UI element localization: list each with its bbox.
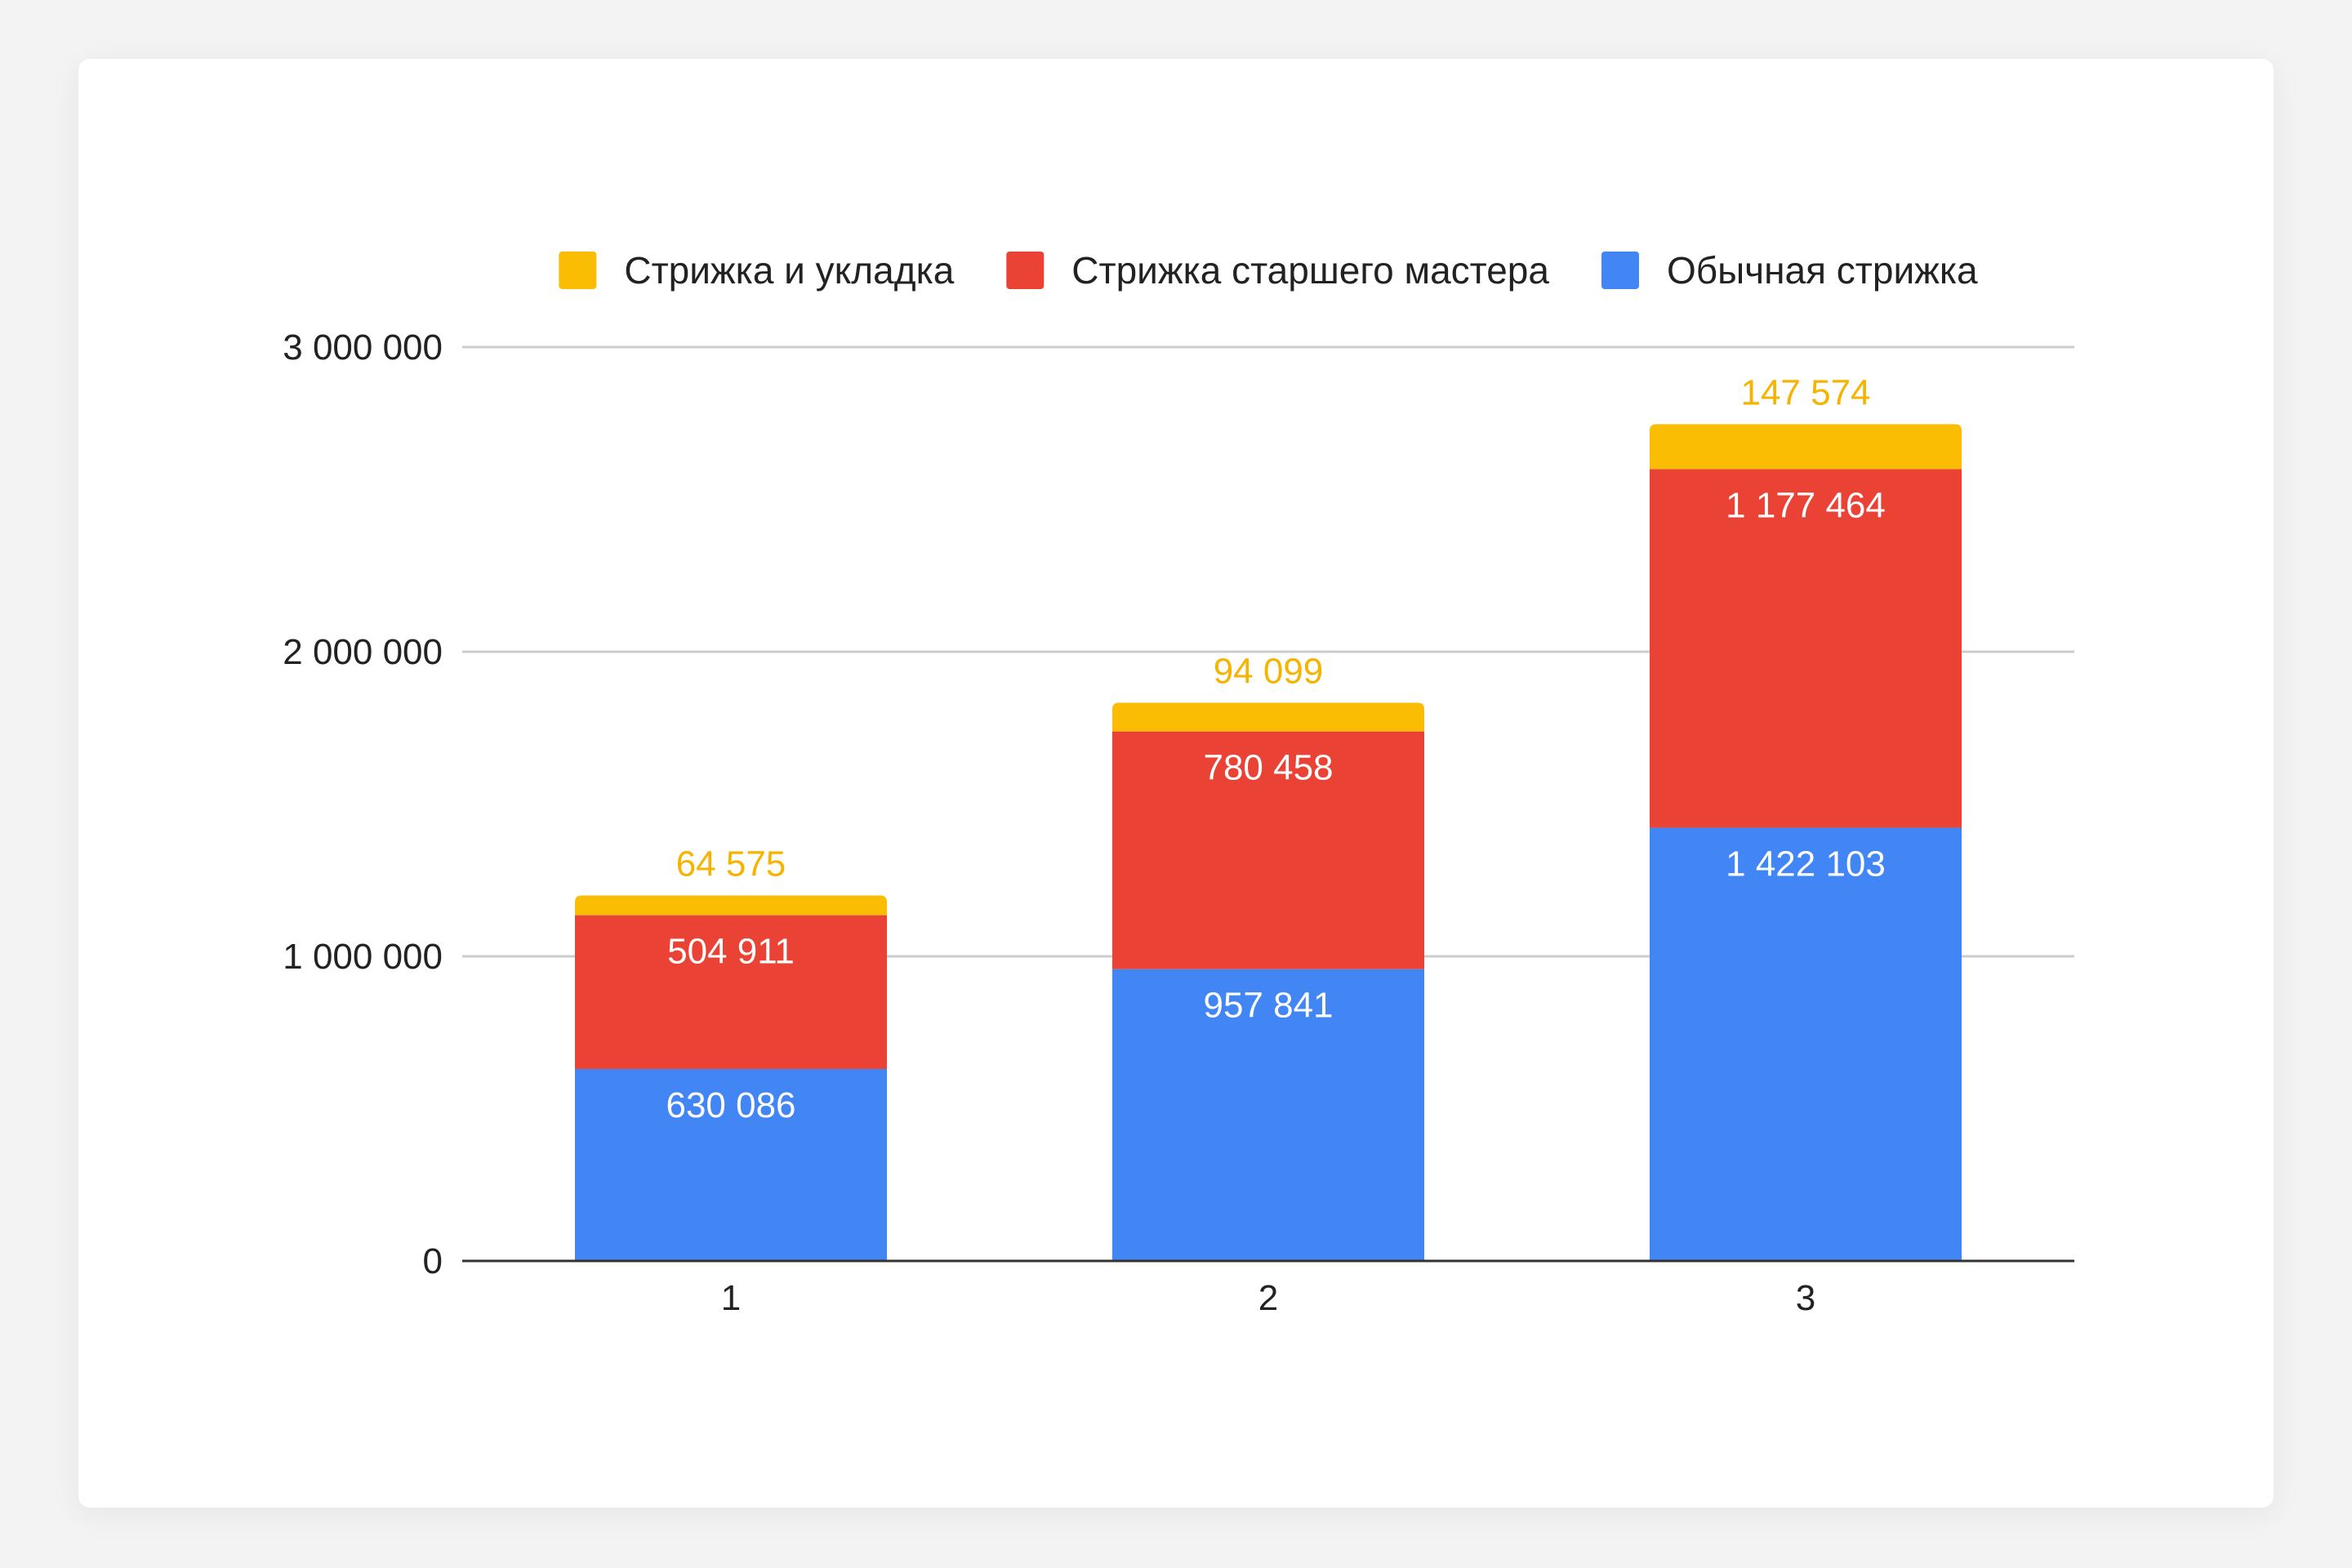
axes: 0 1 000 000 2 000 000 3 000 000 1 2 3 — [283, 327, 2074, 1318]
bar-segment-3-cat-1 — [575, 895, 887, 915]
bar-segment-1-cat-3 — [1650, 827, 1962, 1261]
y-tick-label: 0 — [423, 1241, 443, 1281]
data-label: 1 422 103 — [1726, 844, 1886, 884]
y-tick-label: 2 000 000 — [283, 632, 443, 672]
legend: Стрижка и укладка Стрижка старшего мастер… — [559, 249, 1978, 292]
data-label: 1 177 464 — [1726, 485, 1886, 525]
bar-segment-2-cat-2 — [1112, 731, 1424, 969]
data-label: 957 841 — [1203, 986, 1333, 1026]
bar-segment-3-cat-3 — [1650, 424, 1962, 470]
bar-segment-2-cat-3 — [1650, 469, 1962, 828]
x-tick-label: 2 — [1258, 1278, 1278, 1318]
bar-segment-1-cat-1 — [575, 1068, 887, 1261]
bar-segment-2-cat-1 — [575, 915, 887, 1069]
bar-segment-1-cat-2 — [1112, 969, 1424, 1261]
legend-label: Обычная стрижка — [1667, 249, 1978, 292]
stacked-bar-chart: 630 086 504 911 64 575 957 841 780 458 94 099… — [283, 249, 2074, 1318]
legend-label: Стрижка старшего мастера — [1071, 249, 1549, 292]
data-label: 64 575 — [676, 844, 786, 884]
data-label: 504 911 — [667, 932, 795, 972]
legend-label: Стрижка и укладка — [624, 249, 954, 292]
y-tick-label: 1 000 000 — [283, 937, 443, 977]
legend-swatch — [1006, 252, 1045, 289]
legend-swatch — [1601, 252, 1639, 289]
x-tick-label: 3 — [1796, 1278, 1815, 1318]
bars — [575, 424, 1962, 1261]
data-label: 94 099 — [1214, 652, 1324, 692]
chart-card: 630 086 504 911 64 575 957 841 780 458 94 099… — [78, 59, 2274, 1508]
data-label: 147 574 — [1740, 372, 1870, 412]
data-labels: 630 086 504 911 64 575 957 841 780 458 94 099… — [666, 372, 1885, 1125]
y-tick-label: 3 000 000 — [283, 327, 443, 368]
data-label: 630 086 — [666, 1085, 795, 1125]
legend-swatch — [559, 252, 597, 289]
x-tick-label: 1 — [721, 1278, 741, 1318]
data-label: 780 458 — [1203, 748, 1333, 788]
bar-segment-3-cat-2 — [1112, 702, 1424, 732]
